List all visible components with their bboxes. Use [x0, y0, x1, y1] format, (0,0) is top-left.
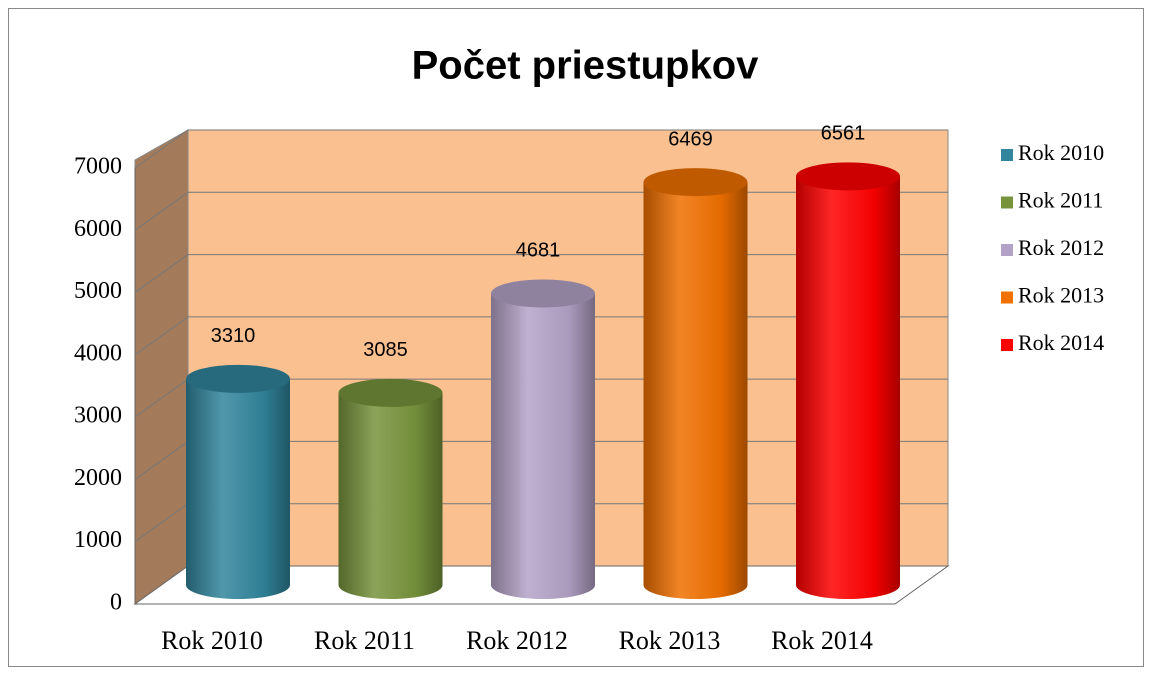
grid-line [134, 316, 189, 356]
legend-swatch [1001, 291, 1013, 304]
y-tick-label: 5000 [74, 278, 122, 304]
legend-swatch [1001, 244, 1013, 256]
x-tick-label: Rok 2014 [771, 626, 873, 655]
bar-top [491, 279, 595, 308]
legend-label: Rok 2012 [1018, 235, 1104, 260]
bar [643, 182, 748, 600]
chart-title: Počet priestupkov [412, 44, 760, 88]
value-label: 3310 [211, 325, 256, 347]
value-label: 3085 [363, 339, 408, 361]
bar [796, 176, 900, 599]
value-label: 4681 [516, 240, 561, 262]
bar [491, 293, 595, 599]
y-tick-label: 1000 [74, 527, 122, 553]
y-tick-label: 3000 [74, 403, 122, 429]
grid-line [134, 191, 189, 231]
x-tick-label: Rok 2011 [314, 626, 415, 655]
legend-swatch [1001, 196, 1013, 209]
x-tick-label: Rok 2013 [619, 626, 721, 655]
legend-label: Rok 2014 [1018, 330, 1104, 355]
grid-line [134, 378, 189, 418]
bar-top [186, 364, 290, 393]
y-tick-label: 6000 [74, 216, 122, 242]
legend-label: Rok 2013 [1018, 283, 1104, 308]
legend-swatch [1001, 149, 1013, 161]
legend-label: Rok 2011 [1018, 188, 1103, 213]
legend-label: Rok 2010 [1018, 140, 1104, 165]
bar [186, 378, 290, 599]
left-wall [134, 129, 189, 605]
bar-top [643, 168, 748, 197]
grid-line [134, 129, 189, 169]
grid-line [134, 503, 189, 543]
x-tick-label: Rok 2012 [466, 626, 568, 655]
bar-top [796, 162, 900, 191]
y-tick-label: 7000 [74, 154, 122, 180]
bar [338, 392, 443, 600]
value-label: 6469 [668, 128, 713, 150]
x-tick-label: Rok 2010 [161, 626, 263, 655]
grid-line [134, 254, 189, 293]
legend-swatch [1001, 339, 1013, 351]
bar-top [338, 378, 443, 407]
grid-line [134, 441, 189, 480]
y-tick-label: 2000 [74, 465, 122, 491]
y-tick-label: 4000 [74, 340, 122, 366]
y-tick-label: 0 [110, 590, 122, 616]
value-label: 6561 [821, 123, 866, 145]
